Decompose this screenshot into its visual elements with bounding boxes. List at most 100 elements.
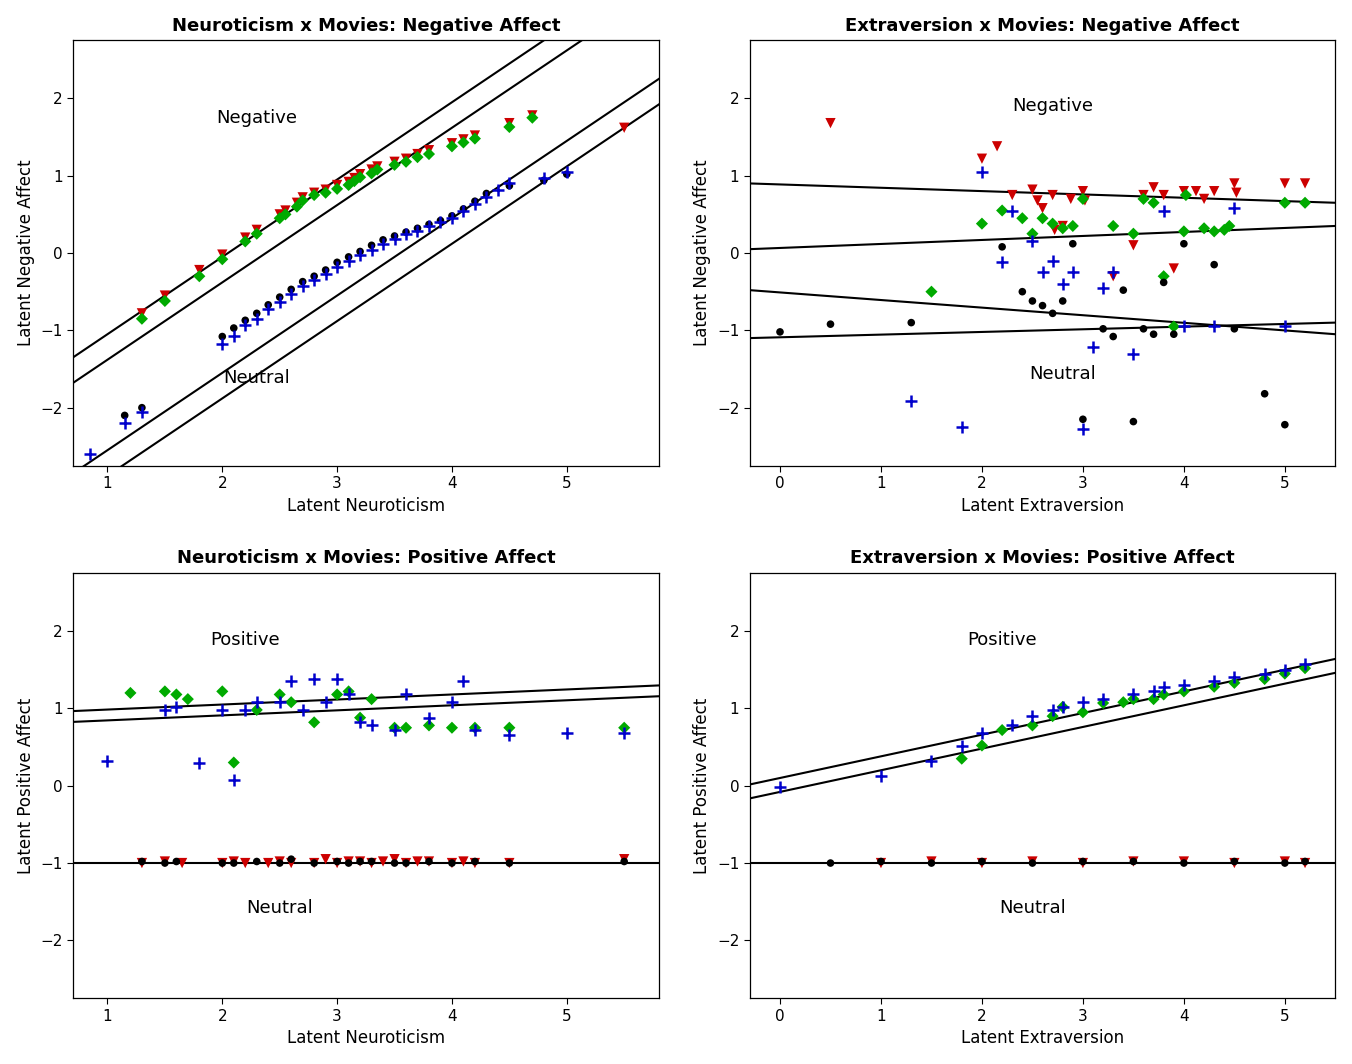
Point (1122, 686, 1144, 703)
Point (464, 721, 485, 738)
Point (871, 853, 892, 870)
Point (418, 217, 439, 234)
Point (441, 207, 462, 225)
Point (1175, 186, 1197, 203)
Point (1022, 717, 1044, 734)
Point (257, 301, 279, 318)
Point (366, 157, 388, 174)
Point (1073, 192, 1095, 209)
Point (223, 853, 245, 870)
Point (349, 710, 370, 727)
Point (1153, 678, 1175, 695)
Point (464, 853, 485, 870)
Point (1142, 326, 1164, 343)
Point (499, 854, 521, 871)
Point (1153, 202, 1175, 219)
Point (464, 127, 485, 144)
Point (361, 691, 383, 708)
Point (1294, 655, 1315, 672)
Point (1274, 853, 1295, 870)
Point (1032, 264, 1053, 281)
Y-axis label: Latent Negative Affect: Latent Negative Affect (694, 160, 711, 347)
Point (921, 853, 942, 870)
Point (971, 853, 992, 870)
Point (1102, 268, 1124, 285)
Point (361, 854, 383, 871)
Point (188, 268, 210, 285)
Point (384, 721, 406, 738)
Point (234, 233, 256, 250)
Point (1122, 691, 1144, 708)
Point (476, 185, 498, 202)
Point (1163, 260, 1184, 277)
Point (950, 418, 972, 435)
Point (1042, 186, 1064, 203)
Point (986, 138, 1007, 155)
Text: Negative: Negative (1013, 97, 1094, 115)
Point (499, 174, 521, 192)
Point (119, 684, 141, 701)
Point (384, 850, 406, 867)
Point (1022, 854, 1044, 871)
Point (1274, 416, 1295, 433)
Point (614, 725, 635, 742)
Point (1042, 252, 1064, 269)
Point (1072, 853, 1094, 870)
Point (280, 281, 301, 298)
Point (211, 328, 233, 345)
X-axis label: Latent Neuroticism: Latent Neuroticism (287, 1029, 445, 1047)
Point (326, 259, 347, 276)
Point (418, 853, 439, 870)
Point (246, 226, 268, 243)
Point (269, 294, 291, 311)
X-axis label: Latent Extraversion: Latent Extraversion (961, 1029, 1124, 1047)
Point (441, 135, 462, 152)
Point (1174, 318, 1195, 335)
Point (407, 146, 429, 163)
Point (476, 188, 498, 205)
Point (315, 694, 337, 711)
Point (1224, 320, 1245, 337)
Point (234, 854, 256, 871)
Point (1092, 280, 1114, 297)
Point (1133, 190, 1155, 207)
Point (361, 853, 383, 870)
Point (395, 223, 416, 240)
Point (384, 231, 406, 248)
Point (1042, 215, 1064, 232)
Point (464, 130, 485, 147)
Point (384, 719, 406, 736)
Point (991, 254, 1013, 271)
Point (303, 854, 324, 871)
Point (269, 288, 291, 305)
Point (395, 150, 416, 167)
Point (1174, 677, 1195, 694)
Point (1072, 703, 1094, 720)
Point (971, 215, 992, 232)
Point (1274, 174, 1295, 192)
Point (361, 165, 383, 182)
Point (349, 243, 370, 260)
Y-axis label: Latent Positive Affect: Latent Positive Affect (16, 698, 35, 874)
Point (384, 156, 406, 173)
Point (131, 399, 153, 416)
Point (154, 853, 176, 870)
Point (418, 146, 439, 163)
Point (1224, 174, 1245, 192)
Point (1052, 698, 1073, 715)
Point (211, 854, 233, 871)
Point (1002, 717, 1023, 734)
Point (338, 248, 360, 265)
Point (453, 672, 475, 689)
Point (211, 683, 233, 700)
Point (971, 737, 992, 754)
Point (464, 193, 485, 210)
Text: Neutral: Neutral (1029, 365, 1096, 383)
Point (343, 172, 365, 189)
Point (326, 180, 347, 197)
Point (154, 683, 176, 700)
Point (921, 854, 942, 871)
Point (407, 149, 429, 166)
Point (280, 285, 301, 302)
Point (418, 216, 439, 233)
